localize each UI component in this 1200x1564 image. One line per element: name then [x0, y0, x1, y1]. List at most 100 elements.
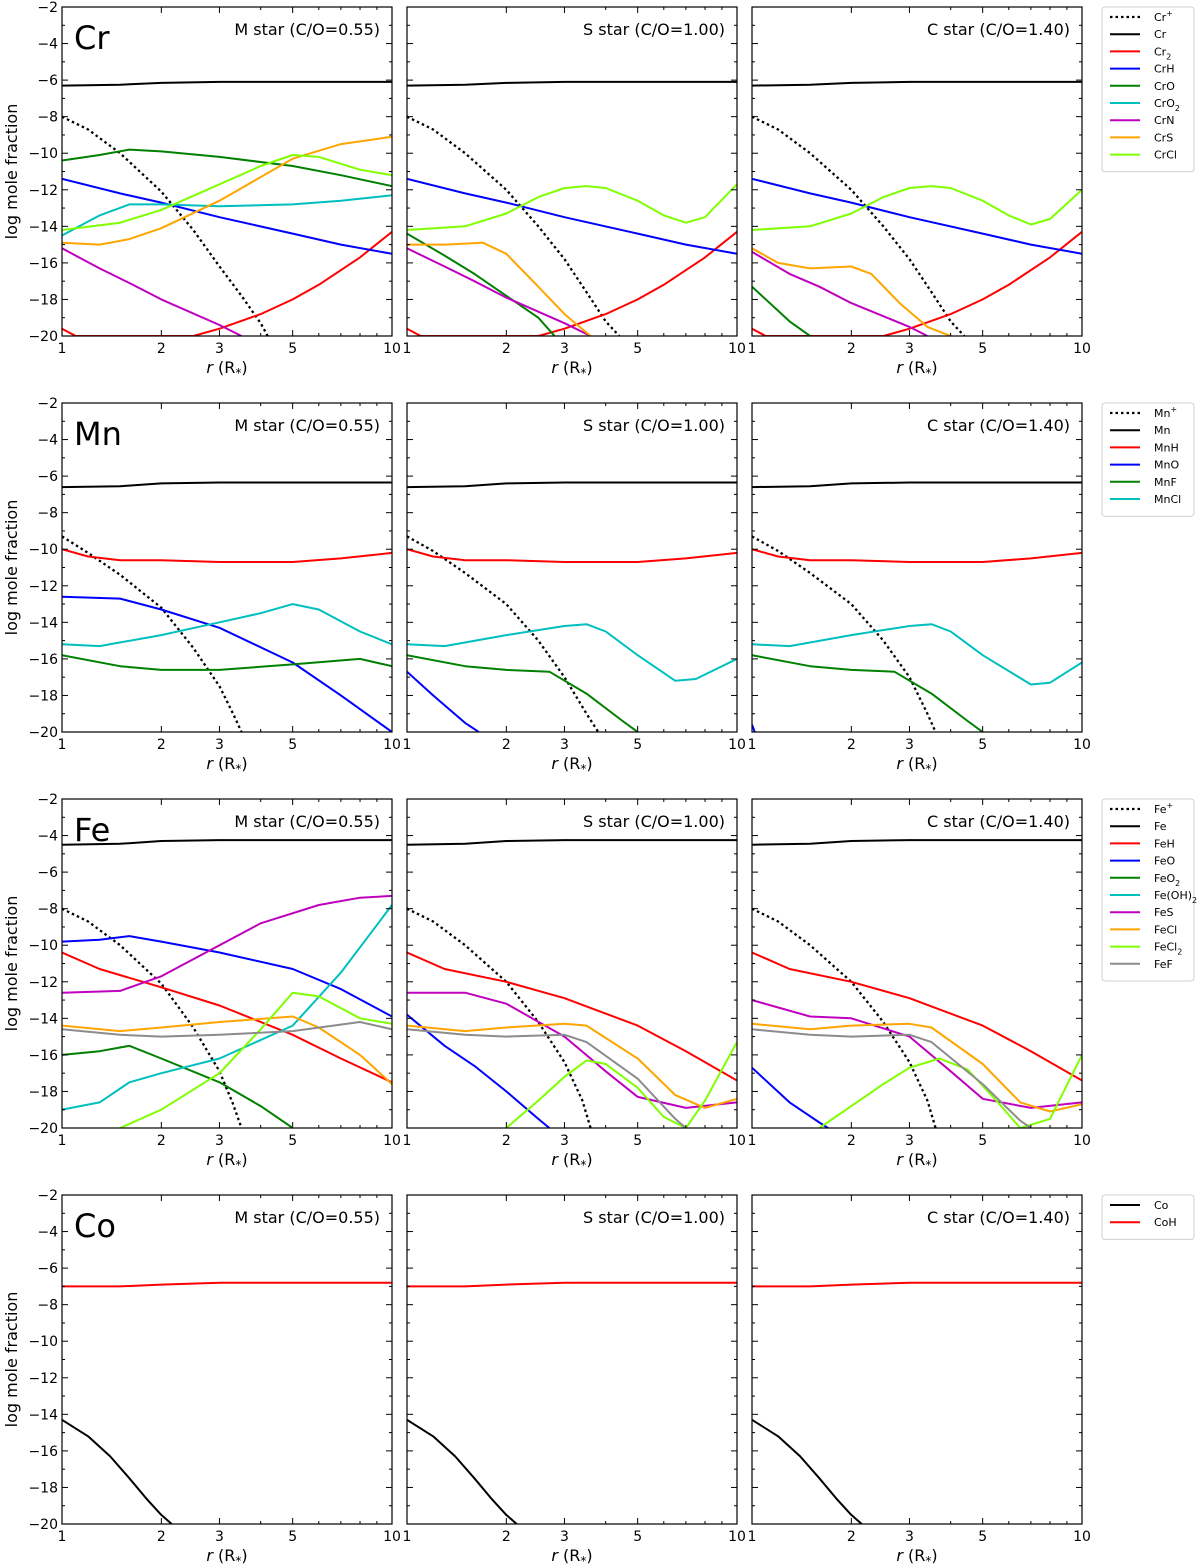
series-group — [407, 481, 737, 732]
series-line-fecl2 — [119, 991, 392, 1128]
x-tick-label: 10 — [1073, 341, 1091, 357]
panel-title: M star (C/O=0.55) — [234, 1208, 380, 1227]
x-tick-label: 10 — [728, 1529, 746, 1545]
x-tick-label: 1 — [58, 737, 67, 753]
y-tick-label: −12 — [28, 579, 58, 595]
series-line-cr2 — [62, 231, 392, 336]
x-tick-label: 5 — [978, 1133, 987, 1149]
x-axis-label: r (R*) — [551, 1150, 592, 1172]
y-tick-label: −12 — [28, 183, 58, 199]
plot-frame — [406, 1194, 738, 1525]
series-group — [752, 481, 1082, 732]
y-tick-label: −8 — [37, 902, 58, 918]
legend-mn: Mn+ Mn MnH MnO MnF MnCl — [1101, 402, 1195, 517]
y-tick-label: −20 — [28, 1517, 58, 1533]
legend-label: Fe+ — [1154, 801, 1173, 816]
legend-label: FeF — [1154, 958, 1173, 971]
panel-title: C star (C/O=1.40) — [927, 416, 1070, 435]
plot-frame — [751, 798, 1083, 1129]
x-tick-label: 1 — [403, 1529, 412, 1545]
x-tick-label: 10 — [728, 341, 746, 357]
y-tick-label: −16 — [28, 1048, 58, 1064]
x-tick-label: 2 — [502, 1133, 511, 1149]
series-line-co — [752, 1418, 863, 1524]
y-tick-label: −18 — [28, 1480, 58, 1496]
x-tick-label: 3 — [215, 1529, 224, 1545]
x-tick-label: 5 — [288, 737, 297, 753]
x-axis-label: r (R*) — [206, 1546, 247, 1564]
panel-mn-3: 1 2 3 5 10 r (R*) C star (C/O=1.40) — [748, 402, 1091, 776]
y-tick-label: −2 — [37, 396, 58, 412]
series-line-mnh — [752, 548, 1082, 563]
panel-co-1: 1 2 3 5 10 −2 −4 −6 −8 −10 −12 −14 −16 −18 −20 r (R*) M … — [28, 1188, 400, 1564]
plot-frame — [61, 798, 393, 1129]
series-line-fe- — [62, 907, 243, 1128]
series-line-fe- — [752, 907, 937, 1128]
y-tick-label: −14 — [28, 1011, 58, 1027]
legend-label: Fe(OH)2 — [1154, 889, 1197, 905]
y-tick-label: −10 — [28, 146, 58, 162]
plot-frame — [61, 6, 393, 337]
x-tick-label: 2 — [157, 1529, 166, 1545]
series-line-co — [62, 1418, 173, 1524]
x-tick-label: 2 — [847, 341, 856, 357]
x-tick-label: 2 — [157, 737, 166, 753]
series-line-fecl — [752, 1022, 1082, 1113]
legend-label: Cr2 — [1154, 45, 1171, 61]
panel-title: C star (C/O=1.40) — [927, 812, 1070, 831]
panel-mn-1: 1 2 3 5 10 −2 −4 −6 −8 −10 −12 −14 −16 −18 −20 r (R*) M … — [28, 396, 400, 776]
x-tick-label: 10 — [728, 1133, 746, 1149]
y-tick-label: −14 — [28, 219, 58, 235]
x-tick-label: 1 — [58, 1529, 67, 1545]
x-tick-label: 5 — [978, 341, 987, 357]
series-line-fes — [407, 991, 737, 1109]
series-line-cro2 — [62, 194, 392, 237]
series-line-fes — [62, 894, 392, 994]
series-line-fe — [752, 839, 1082, 846]
series-line-fe — [407, 839, 737, 846]
series-line-co — [407, 1418, 518, 1524]
legend-label: MnF — [1154, 476, 1177, 489]
x-axis-label: r (R*) — [551, 754, 592, 776]
series-line-cr- — [407, 115, 621, 336]
element-label: Co — [74, 1207, 116, 1245]
x-tick-label: 10 — [383, 1529, 401, 1545]
panel-fe-3: 1 2 3 5 10 r (R*) C star (C/O=1.40) — [748, 798, 1091, 1172]
y-tick-label: −18 — [28, 688, 58, 704]
series-line-feh — [752, 951, 1082, 1082]
series-line-mnh — [407, 548, 737, 563]
series-line-fecl — [62, 1015, 392, 1085]
x-tick-label: 3 — [905, 1529, 914, 1545]
x-tick-label: 3 — [560, 1529, 569, 1545]
legend-label: FeH — [1154, 837, 1175, 850]
series-line-fe-oh-2 — [62, 904, 392, 1111]
series-group — [407, 1281, 737, 1524]
x-tick-label: 5 — [633, 341, 642, 357]
series-line-mnf — [62, 654, 392, 671]
series-line-fef — [407, 1028, 687, 1128]
series-line-crcl — [752, 185, 1082, 231]
series-line-crs — [752, 247, 952, 336]
series-line-crcl — [62, 154, 392, 231]
y-axis-label: log mole fraction — [2, 896, 21, 1032]
y-tick-label: −6 — [37, 1261, 58, 1277]
x-axis-label: r (R*) — [896, 754, 937, 776]
series-group — [752, 80, 1082, 336]
y-tick-label: −20 — [28, 1121, 58, 1137]
series-line-coh — [752, 1281, 1082, 1288]
y-tick-label: −12 — [28, 1371, 58, 1387]
legend-label: CrCl — [1154, 149, 1177, 162]
row-mn: log mole fraction 1 2 3 5 10 −2 −4 −6 −8 −10 −12 −14… — [2, 396, 1195, 776]
x-tick-label: 3 — [215, 1133, 224, 1149]
series-line-cro — [752, 285, 811, 336]
legend-label: MnH — [1154, 441, 1179, 454]
panel-title: M star (C/O=0.55) — [234, 812, 380, 831]
y-tick-label: −4 — [37, 433, 58, 449]
series-line-crcl — [407, 183, 737, 231]
series-line-feh — [62, 951, 392, 1084]
series-line-mn- — [752, 535, 937, 732]
series-line-mn — [407, 481, 737, 489]
y-tick-label: −2 — [37, 1188, 58, 1204]
y-axis-label: log mole fraction — [2, 500, 21, 636]
